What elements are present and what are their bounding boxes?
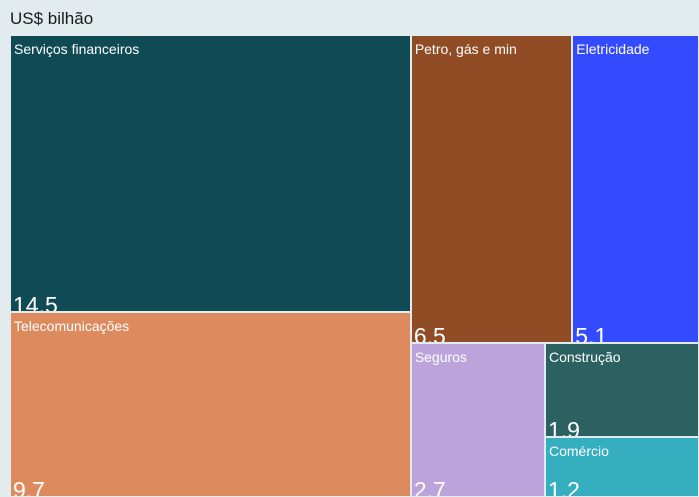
tile-label: Petro, gás e min	[414, 41, 517, 57]
tile-label: Seguros	[414, 349, 467, 365]
tile-petro-gas-e-min: Petro, gás e min 6,5	[411, 36, 572, 343]
tile-value: 1,9	[547, 417, 580, 437]
tile-label: Telecomunicações	[14, 317, 130, 334]
tile-value: 5,1	[575, 323, 608, 343]
tile-seguros: Seguros 2,7	[411, 344, 544, 497]
tile-eletricidade: Eletricidade 5,1	[573, 36, 698, 342]
tile-telecomunicacoes: Telecomunicações 9,7	[11, 312, 410, 496]
tile-comercio: Comércio 1,2	[545, 438, 698, 496]
tile-label: Serviços financeiros	[14, 41, 140, 57]
unit-label: US$ bilhão	[10, 9, 94, 28]
tile-value: 14,5	[13, 291, 58, 311]
tile-value: 1,2	[547, 476, 580, 496]
tile-label: Construção	[548, 349, 621, 365]
tile-construcao: Construção 1,9	[545, 344, 698, 437]
tile-label: Eletricidade	[576, 41, 650, 57]
tile-servicos-financeiros: Serviços financeiros 14,5	[11, 36, 410, 311]
tile-value: 6,5	[413, 323, 446, 343]
tile-value: 9,7	[13, 476, 45, 496]
tile-label: Comércio	[548, 443, 609, 460]
tile-value: 2,7	[413, 477, 446, 497]
